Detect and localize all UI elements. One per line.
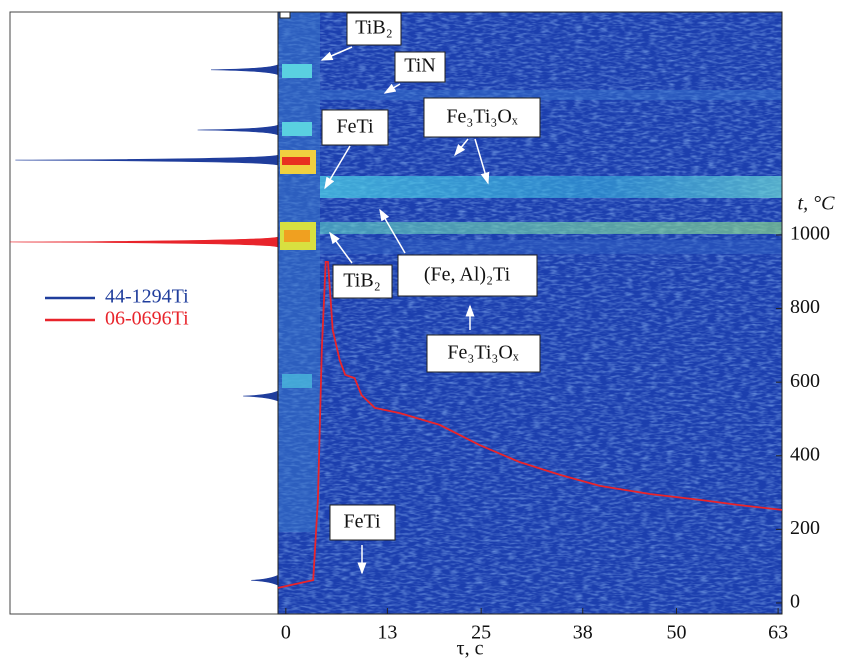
reference-peak (15, 154, 279, 166)
y-tick-label: 800 (790, 296, 820, 318)
reference-peak (243, 390, 279, 402)
x-tick-label: 63 (768, 622, 788, 644)
reference-peak (251, 574, 279, 586)
reference-peak (9, 236, 279, 248)
x-axis-label: τ, c (457, 638, 484, 660)
annotation: FeTi (343, 511, 381, 533)
annotations: TiB₂ TiN FeTi Fe₃Ti₃Oₓ TiB₂ (Fe, Al)₂Ti … (320, 12, 541, 575)
annotation: Fe₃Ti₃Oₓ (446, 106, 517, 128)
x-tick-label: 50 (667, 622, 687, 644)
reference-peak (197, 124, 279, 136)
reference-panel (9, 11, 279, 615)
legend-label: 06-0696Ti (105, 308, 189, 330)
annotation: TiN (404, 55, 436, 77)
annotation: Fe₃Ti₃Oₓ (447, 342, 518, 364)
y-tick-label: 1000 (790, 223, 830, 245)
x-tick-label: 13 (377, 622, 397, 644)
y-axis-label: t, °C (798, 193, 836, 215)
annotation: TiB₂ (343, 270, 380, 292)
legend-label: 44-1294Ti (105, 286, 189, 308)
y-tick-label: 200 (790, 517, 820, 539)
x-tick-label: 38 (573, 622, 593, 644)
annotation: (Fe, Al)₂Ti (424, 264, 511, 286)
x-tick-label: 25 (471, 622, 491, 644)
reference-peak (210, 64, 279, 76)
annotation: TiB₂ (355, 17, 392, 39)
x-tick-label: 0 (281, 622, 291, 644)
annotation: FeTi (336, 116, 374, 138)
y-tick-label: 0 (790, 591, 800, 613)
y-tick-label: 600 (790, 370, 820, 392)
temperature-line (277, 261, 783, 589)
y-tick-label: 400 (790, 443, 820, 465)
